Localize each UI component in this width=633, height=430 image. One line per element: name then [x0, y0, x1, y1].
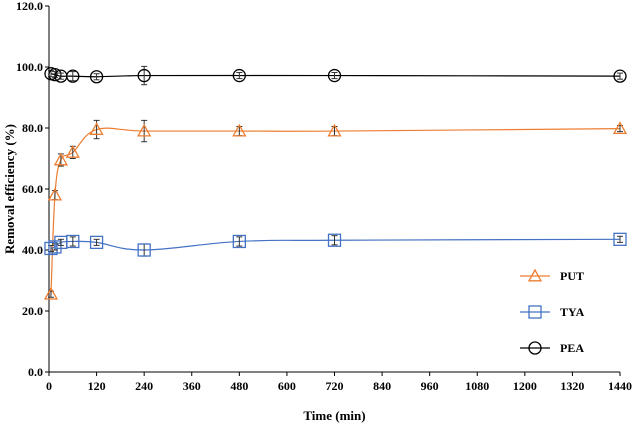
data-point-tya	[137, 243, 151, 257]
data-point-put	[43, 286, 59, 300]
data-point-put	[232, 123, 247, 137]
legend: PUT TYA PEA	[520, 268, 585, 355]
legend-item-put: PUT	[520, 268, 584, 283]
x-tick-label: 840	[373, 379, 391, 393]
y-tick-label: 0.0	[28, 365, 43, 379]
data-point-put	[53, 152, 69, 166]
data-point-pea	[613, 69, 627, 83]
data-point-tya	[66, 234, 80, 249]
legend-marker-put	[527, 268, 543, 282]
data-point-pea	[66, 69, 80, 83]
data-point-tya	[89, 235, 104, 250]
x-tick-label: 1080	[465, 379, 489, 393]
legend-marker-tya	[528, 305, 542, 319]
x-tick-label: 360	[183, 379, 201, 393]
x-tick-label: 120	[88, 379, 106, 393]
x-tick-label: 720	[326, 379, 344, 393]
y-axis-title: Removal efficiency (%)	[2, 124, 17, 254]
x-tick-label: 960	[421, 379, 439, 393]
y-tick-label: 60.0	[22, 182, 43, 196]
data-point-put	[137, 123, 152, 137]
data-point-put	[65, 145, 80, 158]
x-tick-label: 1440	[608, 379, 632, 393]
x-axis-title: Time (min)	[303, 408, 365, 423]
series-put	[43, 119, 628, 300]
series-tya	[44, 232, 627, 257]
x-tick-label: 1200	[513, 379, 537, 393]
data-point-tya	[232, 234, 246, 249]
legend-label-pea: PEA	[560, 341, 584, 355]
x-tick-label: 600	[278, 379, 296, 393]
legend-item-tya: TYA	[520, 305, 585, 319]
legend-marker-pea	[528, 341, 542, 355]
data-point-pea	[137, 68, 151, 83]
x-tick-label: 0	[46, 379, 52, 393]
data-point-tya	[613, 232, 627, 246]
y-tick-label: 20.0	[22, 304, 43, 318]
data-point-tya	[327, 233, 342, 247]
data-point-put	[89, 122, 104, 135]
legend-label-tya: TYA	[560, 305, 585, 319]
x-tick-label: 1320	[560, 379, 584, 393]
axes: 0.0 20.0 40.0 60.0 80.0 100.0 120.0 0 120 240 360 4…	[16, 0, 632, 393]
y-tick-label: 80.0	[22, 121, 43, 135]
series-pea	[44, 65, 627, 86]
legend-item-pea: PEA	[520, 341, 584, 355]
y-tick-label: 120.0	[16, 0, 43, 13]
series-layer	[43, 65, 628, 300]
y-tick-label: 40.0	[22, 243, 43, 257]
data-point-pea	[327, 68, 342, 83]
data-point-pea	[232, 68, 246, 83]
data-point-pea	[89, 70, 104, 84]
legend-label-put: PUT	[560, 269, 584, 283]
x-tick-label: 240	[135, 379, 153, 393]
y-tick-label: 100.0	[16, 60, 43, 74]
data-point-put	[612, 121, 628, 135]
data-point-put	[327, 123, 342, 137]
x-tick-label: 480	[230, 379, 248, 393]
series-line-pea	[50, 73, 621, 78]
data-point-put	[47, 187, 63, 201]
series-line-put	[50, 127, 621, 295]
